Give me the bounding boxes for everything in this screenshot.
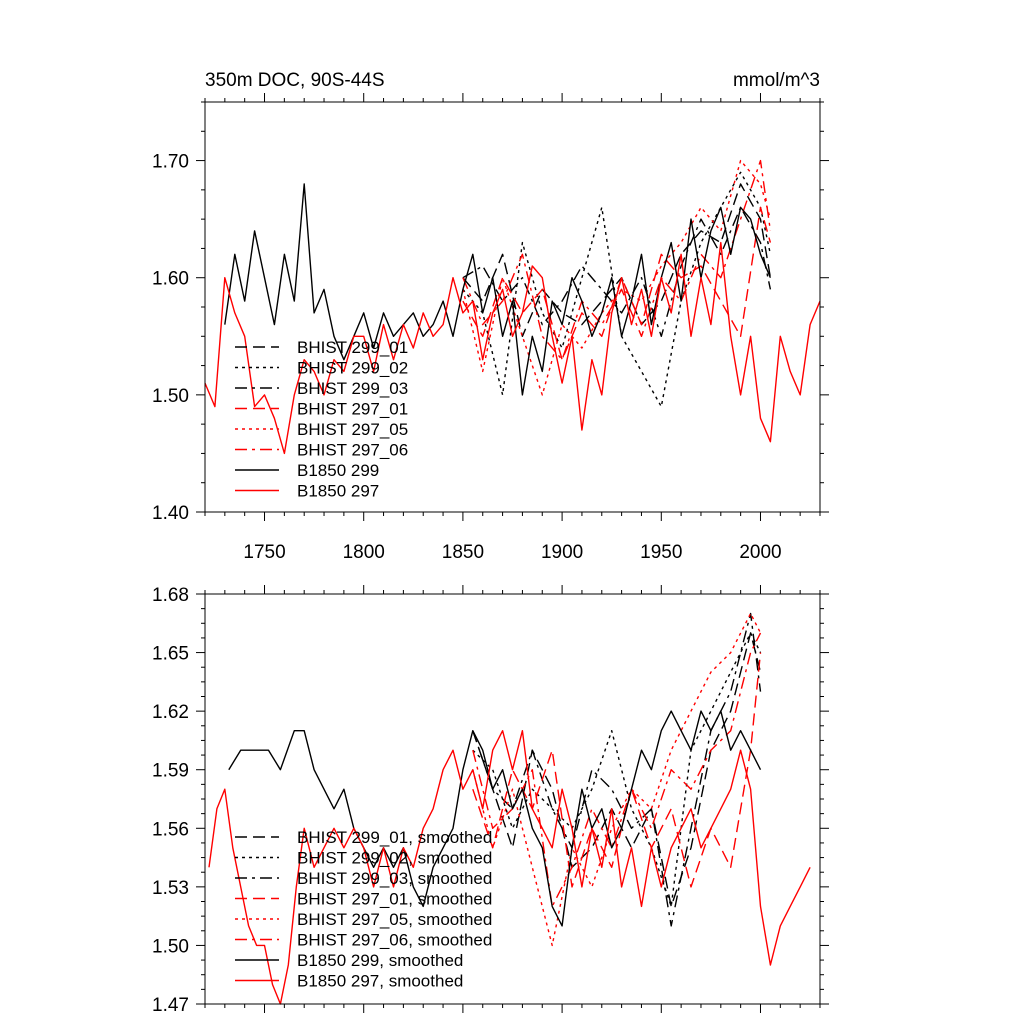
y-tick-label: 1.65 xyxy=(152,644,189,665)
top-panel-series xyxy=(204,159,821,455)
x-tick-label: 1750 xyxy=(243,542,285,563)
series-line-7 xyxy=(204,241,821,455)
y-tick-label: 1.70 xyxy=(152,152,189,173)
bottom-panel: 1.47 1.50 1.53 1.56 1.59 1.62 1.65 1.68 BHIST 2… xyxy=(152,585,829,1016)
y-tick-label: 1.53 xyxy=(152,878,189,899)
legend-label: BHIST 297_06, smoothed xyxy=(297,931,492,950)
legend-label: BHIST 299_03 xyxy=(297,379,408,398)
top-panel-axes: 1750 1800 1850 1900 1950 2000 1.40 1.50 1.60 1.70 xyxy=(152,93,829,563)
x-tick-label: 1850 xyxy=(442,542,484,563)
top-panel-frame xyxy=(204,101,821,513)
legend-label: BHIST 297_01, smoothed xyxy=(297,890,492,909)
legend-label: BHIST 299_02, smoothed xyxy=(297,849,492,868)
series-line-0 xyxy=(472,632,762,908)
legend-label: BHIST 297_06 xyxy=(297,441,408,460)
series-line-7 xyxy=(208,730,811,1005)
y-tick-label: 1.50 xyxy=(152,936,189,957)
legend-label: B1850 297, smoothed xyxy=(297,972,463,991)
y-tick-label: 1.40 xyxy=(152,503,189,524)
series-line-5 xyxy=(472,632,762,908)
y-tick-label: 1.47 xyxy=(152,995,189,1016)
bottom-panel-legend: BHIST 299_01, smoothed BHIST 299_02, smoo… xyxy=(235,828,492,991)
y-tick-label: 1.56 xyxy=(152,819,189,840)
x-tick-label: 1950 xyxy=(640,542,682,563)
legend-label: BHIST 297_05 xyxy=(297,420,408,439)
legend-label: B1850 299, smoothed xyxy=(297,951,463,970)
legend-label: BHIST 299_02 xyxy=(297,359,408,378)
bottom-panel-axes: 1.47 1.50 1.53 1.56 1.59 1.62 1.65 1.68 xyxy=(152,585,829,1016)
legend-label: B1850 299 xyxy=(297,461,379,480)
bottom-panel-series xyxy=(208,612,811,1005)
x-tick-label: 2000 xyxy=(739,542,781,563)
legend-label: BHIST 299_03, smoothed xyxy=(297,869,492,888)
series-line-1 xyxy=(472,632,762,908)
x-tick-label: 1900 xyxy=(541,542,583,563)
legend-label: B1850 297 xyxy=(297,482,379,501)
y-tick-label: 1.60 xyxy=(152,269,189,290)
series-line-2 xyxy=(472,612,762,927)
series-line-6 xyxy=(224,183,772,396)
legend-label: BHIST 299_01, smoothed xyxy=(297,828,492,847)
series-line-6 xyxy=(228,710,762,927)
series-line-5 xyxy=(462,159,772,361)
top-panel-units: mmol/m^3 xyxy=(733,70,820,91)
x-tick-label: 1800 xyxy=(343,542,385,563)
bottom-panel-frame xyxy=(204,593,821,1005)
legend-label: BHIST 297_05, smoothed xyxy=(297,910,492,929)
top-panel-title: 350m DOC, 90S-44S xyxy=(205,70,385,91)
legend-label: BHIST 297_01 xyxy=(297,400,408,419)
y-tick-label: 1.68 xyxy=(152,585,189,606)
y-tick-label: 1.59 xyxy=(152,761,189,782)
series-line-4 xyxy=(472,612,762,947)
y-tick-label: 1.62 xyxy=(152,702,189,723)
legend-label: BHIST 299_01 xyxy=(297,338,408,357)
y-tick-label: 1.50 xyxy=(152,386,189,407)
top-panel: 350m DOC, 90S-44S mmol/m^3 1750 1800 1850 1… xyxy=(152,70,829,563)
